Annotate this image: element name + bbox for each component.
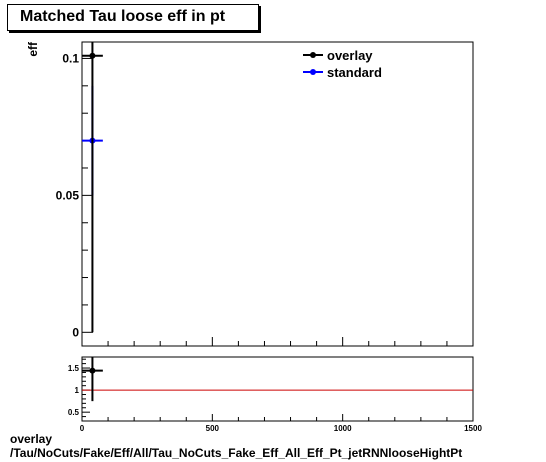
ratio-y-tick-label: 1 [75,386,80,395]
main-plot-frame [81,41,474,347]
x-tick-label: 500 [206,424,220,433]
chart-title: Matched Tau loose eff in pt [20,8,226,25]
ratio-y-tick-label: 1.5 [68,364,80,373]
x-tick-label: 0 [80,424,85,433]
y-tick-label: 0.05 [56,188,80,202]
legend-marker [310,69,316,75]
footer-path-label: /Tau/NoCuts/Fake/Eff/All/Tau_NoCuts_Fake… [10,446,463,460]
ratio-plot: 0.5 1 1.5 0 500 1000 1500 [68,356,482,433]
legend-entry-overlay: overlay [327,48,373,63]
y-tick-label: 0 [72,325,79,339]
ratio-point-marker [89,367,96,374]
data-point-marker [89,52,96,59]
ratio-plot-frame [81,356,474,422]
title-box: Matched Tau loose eff in pt [7,4,259,31]
footer-overlay-label: overlay [10,432,53,446]
x-tick-label: 1000 [334,424,352,433]
main-plot: 0 0.05 0.1 eff overlay standard [26,41,474,347]
legend-marker [310,52,316,58]
ratio-y-tick-label: 0.5 [68,408,80,417]
x-tick-label: 1500 [464,424,482,433]
y-tick-label: 0.1 [62,51,79,65]
legend-entry-standard: standard [327,65,382,80]
y-axis-label: eff [26,41,40,57]
